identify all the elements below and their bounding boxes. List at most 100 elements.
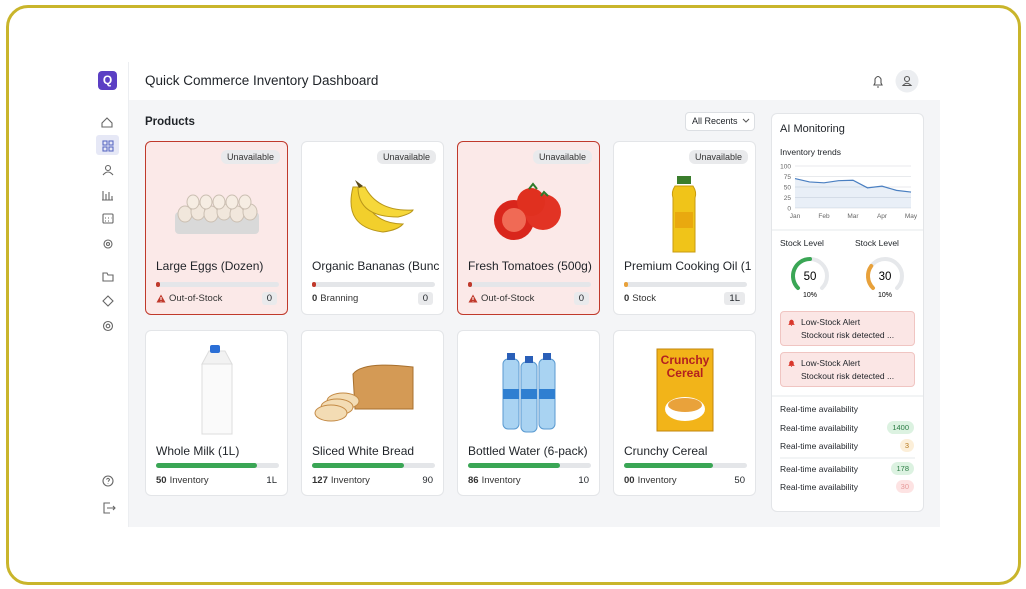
alert-text: Stockout risk detected ... (801, 371, 895, 381)
user-icon[interactable] (102, 164, 114, 176)
stock-status: 127 Inventory (312, 475, 370, 486)
stock-status: Out-of-Stock (468, 293, 534, 304)
stock-bar-track (156, 463, 279, 468)
filter-label: All Recents (692, 116, 738, 126)
stock-status: Out-of-Stock (156, 293, 222, 304)
availability-label: Real-time availability (780, 441, 858, 451)
availability-label: Real-time availability (780, 464, 858, 474)
stock-qty: 00 (624, 475, 635, 486)
calendar-icon[interactable] (102, 213, 114, 224)
product-card[interactable]: Unavailable Organic Bananas (Bunch) 0 Brann… (301, 141, 444, 315)
help-icon[interactable] (102, 475, 114, 487)
stock-qty: 86 (468, 475, 479, 486)
stock-bar-fill (312, 282, 316, 287)
stock-bar-track (624, 463, 747, 468)
folder-icon[interactable] (102, 272, 114, 282)
gauge-label: Stock Level (855, 238, 899, 248)
product-card[interactable]: Crunchy Cereal Crunchy Cereal 00 Inventory 50 (613, 330, 756, 496)
support-icon[interactable] (102, 320, 114, 332)
y-tick-label: 0 (787, 206, 791, 213)
stock-status: 0 Stock (624, 293, 656, 304)
ai-graphics: 0 25 50 75 100 Jan Feb Mar Apr May 50 10% 30 10% (772, 164, 923, 459)
app-title: Quick Commerce Inventory Dashboard (145, 73, 379, 88)
stock-count: 50 (734, 475, 745, 486)
gauge-value: 30 (879, 271, 892, 283)
stock-bar-fill (468, 463, 561, 468)
grid-icon[interactable] (102, 140, 114, 152)
product-card[interactable]: Whole Milk (1L) 50 Inventory 1L (145, 330, 288, 496)
y-tick-label: 100 (780, 164, 791, 171)
stock-status: 86 Inventory (468, 475, 521, 486)
availability-badge: 30 (895, 480, 914, 493)
settings-icon[interactable] (103, 239, 113, 249)
alert-title: Low-Stock Alert (801, 358, 861, 368)
product-name: Large Eggs (Dozen) (156, 259, 264, 273)
stock-text: Inventory (330, 475, 370, 486)
availability-badge: 3 (899, 439, 914, 452)
stock-bar-track (156, 282, 279, 287)
product-card[interactable]: Unavailable Fresh Tomatoes (500g) Out-of-S… (457, 141, 600, 315)
chevron (742, 118, 750, 123)
frame (6, 5, 1021, 585)
stock-count: 0 (417, 292, 433, 305)
product-image (350, 180, 414, 233)
logout-icon[interactable] (103, 502, 116, 514)
product-name: Sliced White Bread (312, 444, 415, 458)
stock-count: 10 (578, 475, 589, 486)
x-tick-label: May (905, 213, 918, 220)
status-badge: Unavailable (220, 150, 280, 164)
panel-title: AI Monitoring (780, 123, 845, 135)
stock-bar-fill (624, 463, 713, 468)
gauge-sub: 10% (803, 292, 817, 299)
stock-bar-track (468, 282, 591, 287)
product-card[interactable]: Bottled Water (6-pack) 86 Inventory 10 (457, 330, 600, 496)
alert-box[interactable]: Low-Stock Alert Stockout risk detected ..… (780, 311, 915, 346)
stock-status: 00 Inventory (624, 475, 677, 486)
bell-icon[interactable] (873, 75, 883, 88)
product-card[interactable]: Unavailable Premium Cooking Oil (1L 0 Stock… (613, 141, 756, 315)
gauge-value: 50 (804, 271, 817, 283)
alert-box[interactable]: Low-Stock Alert Stockout risk detected ..… (780, 352, 915, 387)
stock-bar-fill (156, 282, 160, 287)
stock-count: 90 (422, 475, 433, 486)
alert-text: Stockout risk detected ... (801, 330, 895, 340)
sidebar-icons (96, 117, 119, 514)
product-image (671, 176, 697, 253)
product-image (175, 194, 259, 234)
product-name: Crunchy Cereal (624, 444, 708, 458)
filter-dropdown[interactable]: All Recents (685, 112, 755, 131)
logo[interactable]: Q (98, 71, 117, 90)
status-badge: Unavailable (376, 150, 436, 164)
stock-status: 0 Branning (312, 293, 358, 304)
tag-icon[interactable] (102, 295, 114, 307)
stock-status: 50 Inventory (156, 475, 209, 486)
stock-text: Branning (320, 293, 359, 304)
gauge-sub: 10% (878, 292, 892, 299)
stock-bar-fill (468, 282, 472, 287)
x-tick-label: Feb (818, 213, 830, 220)
gauge-label: Stock Level (780, 238, 824, 248)
stock-bar-track (312, 282, 435, 287)
product-name: Whole Milk (1L) (156, 444, 240, 458)
stock-bar-track (624, 282, 747, 287)
stock-qty: 0 (624, 293, 630, 304)
stock-count: 0 (573, 292, 589, 305)
chart-icon[interactable] (102, 191, 113, 201)
product-name: Organic Bananas (Bunch) (312, 259, 440, 273)
product-card[interactable]: Unavailable Large Eggs (Dozen) Out-of-Stoc… (145, 141, 288, 315)
product-card[interactable]: Sliced White Bread 127 Inventory 90 (301, 330, 444, 496)
stock-count: 1L (724, 292, 745, 305)
availability-badge: 1400 (887, 421, 914, 434)
trend-line (794, 178, 912, 193)
product-name: Premium Cooking Oil (1L (624, 259, 752, 273)
image-text: Cereal (667, 366, 704, 380)
stock-count: 1L (266, 475, 277, 486)
stock-qty: 0 (312, 293, 318, 304)
product-image (314, 364, 414, 422)
warning-icon (156, 294, 166, 303)
trend-title: Inventory trends (780, 147, 841, 157)
alert-icon (788, 360, 795, 367)
home-icon[interactable] (101, 117, 113, 128)
stock-bar-fill (312, 463, 405, 468)
availability-label: Real-time availability (780, 423, 858, 433)
